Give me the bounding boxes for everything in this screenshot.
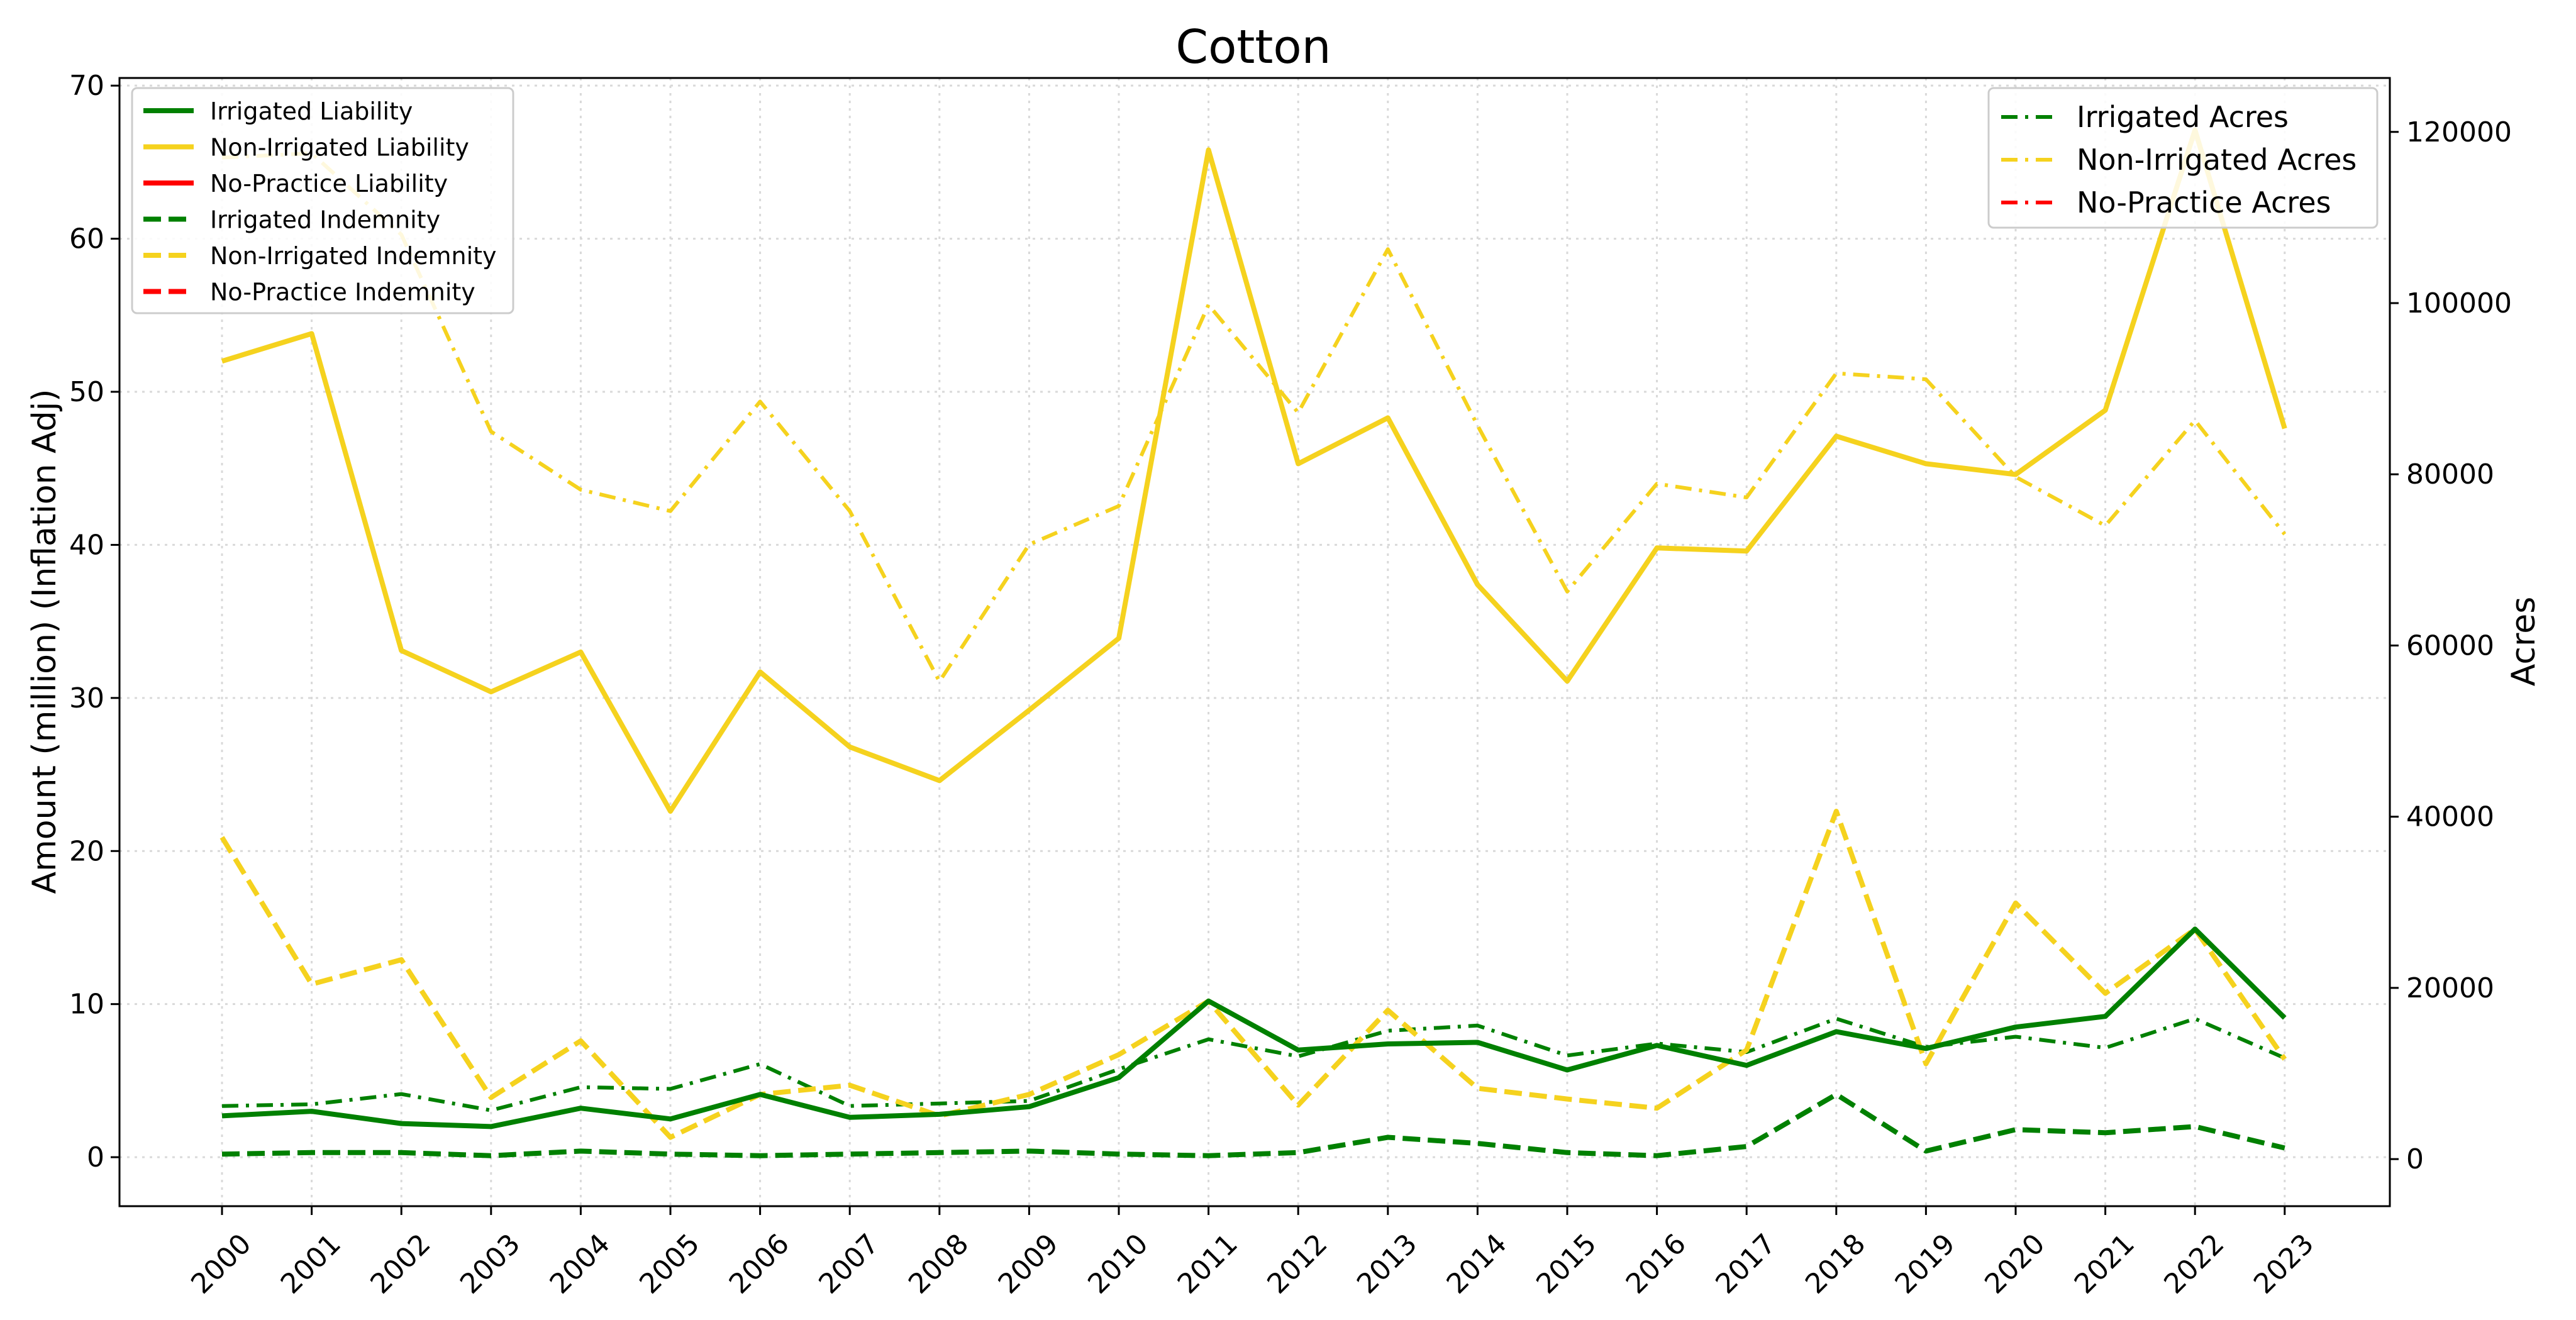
y-tick-label-right: 40000	[2406, 801, 2494, 833]
legend-label-no-practice-acres: No-Practice Acres	[2077, 186, 2331, 219]
series-irrigated-liability	[221, 926, 2287, 1129]
y-axis-right-label: Acres	[2505, 597, 2543, 687]
plot-frame	[118, 77, 2391, 1207]
legend-label-irrigated-liability: Irrigated Liability	[210, 97, 413, 125]
legend-label-non-irrigated-acres: Non-Irrigated Acres	[2077, 143, 2357, 177]
series-non-irrigated-indemnity	[219, 809, 2287, 1140]
legend-label-irrigated-acres: Irrigated Acres	[2077, 100, 2289, 134]
y-tick-label-left: 0	[87, 1141, 104, 1173]
y-tick-label-left: 20	[69, 835, 104, 867]
y-tick-label-right: 120000	[2406, 116, 2512, 148]
data-series	[219, 127, 2287, 1158]
y-tick-label-right: 100000	[2406, 287, 2512, 319]
series-irrigated-indemnity	[221, 1092, 2285, 1158]
legend-left: Irrigated Liability Non-Irrigated Liabili…	[131, 87, 514, 314]
legend-label-no-practice-liability: No-Practice Liability	[210, 170, 448, 197]
y-tick-label-left: 40	[69, 529, 104, 561]
y-tick-label-left: 50	[69, 376, 104, 408]
legend-right-box	[1987, 87, 2379, 229]
legend-right: Irrigated Acres Non-Irrigated Acres No-Pra…	[1987, 87, 2379, 229]
chart-title: Cotton	[1175, 20, 1331, 74]
y-tick-label-left: 10	[69, 989, 104, 1021]
legend-left-box	[131, 87, 514, 314]
legend-label-no-practice-indemnity: No-Practice Indemnity	[210, 279, 475, 306]
y-axis-left-label: Amount (million) (Inflation Adj)	[26, 389, 64, 894]
legend-label-non-irrigated-liability: Non-Irrigated Liability	[210, 134, 469, 162]
y-tick-label-right: 80000	[2406, 458, 2494, 491]
y-tick-label-right: 20000	[2406, 972, 2494, 1004]
legend-label-irrigated-indemnity: Irrigated Indemnity	[210, 206, 440, 234]
y-tick-label-right: 0	[2406, 1143, 2424, 1175]
y-tick-label-right: 60000	[2406, 629, 2494, 662]
y-tick-label-left: 70	[69, 70, 104, 102]
series-non-irrigated-liability	[221, 127, 2287, 814]
y-tick-label-left: 60	[69, 223, 104, 255]
series-non-irrigated-acres	[221, 151, 2287, 684]
y-tick-label-left: 30	[69, 682, 104, 714]
legend-label-non-irrigated-indemnity: Non-Irrigated Indemnity	[210, 242, 497, 270]
